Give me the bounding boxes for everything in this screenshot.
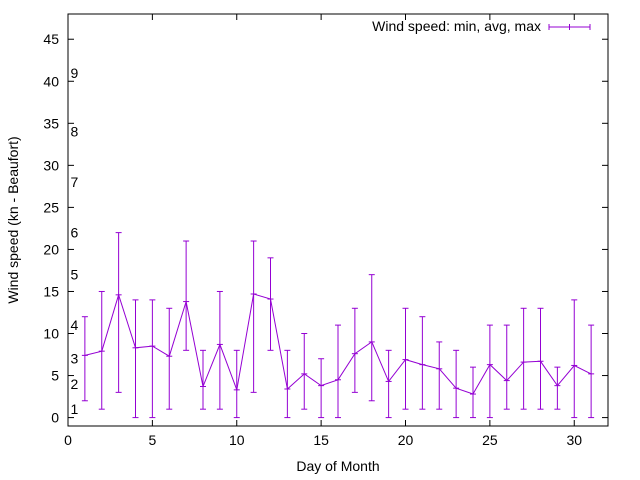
data-point — [200, 349, 206, 410]
data-point — [81, 316, 88, 402]
beaufort-label: 4 — [70, 317, 78, 333]
data-point — [419, 316, 426, 410]
data-point — [132, 299, 139, 419]
legend-label: Wind speed: min, avg, max — [372, 18, 541, 34]
y-axis-label: Wind speed (kn - Beaufort) — [5, 136, 21, 303]
y-tick-label: 0 — [51, 410, 59, 426]
x-tick-label: 5 — [148, 432, 156, 448]
y-tick-label: 10 — [43, 326, 59, 342]
data-point — [520, 307, 527, 410]
data-point — [301, 333, 308, 410]
legend: Wind speed: min, avg, max — [372, 18, 591, 34]
y-tick-label: 5 — [51, 368, 59, 384]
annotation-layer: 1 2 3 4 5 6 7 8 9 — [70, 65, 78, 417]
data-point — [537, 307, 544, 410]
y-tick-label: 20 — [43, 241, 59, 257]
data-point — [486, 324, 493, 419]
data-point — [250, 240, 257, 393]
data-point — [98, 290, 105, 410]
beaufort-label: 9 — [70, 65, 78, 81]
data-point — [368, 274, 375, 402]
data-point — [284, 349, 291, 419]
data-point — [385, 349, 392, 419]
beaufort-label: 8 — [70, 124, 78, 140]
data-point — [588, 324, 595, 419]
data-point — [233, 349, 240, 419]
beaufort-label: 5 — [70, 267, 78, 283]
y-tick-label: 45 — [43, 31, 59, 47]
data-point — [335, 324, 341, 419]
data-point — [267, 257, 274, 351]
plot-frame — [67, 13, 609, 427]
x-tick-label: 25 — [482, 432, 498, 448]
data-point — [115, 232, 122, 393]
legend-key — [548, 24, 591, 30]
y-tick-label: 35 — [43, 115, 59, 131]
y-tick-label: 30 — [43, 157, 59, 173]
data-point — [351, 307, 358, 393]
beaufort-label: 3 — [70, 351, 78, 367]
beaufort-label: 1 — [70, 401, 78, 417]
beaufort-label: 7 — [70, 174, 78, 190]
data-point — [183, 240, 190, 351]
y-tick-label: 25 — [43, 199, 59, 215]
data-point — [318, 358, 325, 419]
x-tick-label: 10 — [229, 432, 245, 448]
x-tick-label: 15 — [313, 432, 329, 448]
data-point — [436, 341, 443, 410]
data-point — [571, 299, 578, 419]
x-tick-label: 20 — [398, 432, 414, 448]
series-layer — [81, 232, 595, 419]
data-point — [503, 324, 510, 410]
y-tick-label: 15 — [43, 283, 59, 299]
data-point — [554, 366, 561, 410]
data-point — [216, 290, 223, 410]
data-point — [453, 349, 460, 419]
beaufort-label: 6 — [70, 225, 78, 241]
x-tick-label: 30 — [566, 432, 582, 448]
data-point — [149, 299, 156, 419]
y-tick-label: 40 — [43, 73, 59, 89]
data-point — [470, 366, 476, 419]
x-axis-label: Day of Month — [296, 458, 379, 474]
beaufort-label: 2 — [70, 376, 78, 392]
data-point — [166, 307, 173, 410]
data-point — [402, 307, 409, 410]
x-tick-label: 0 — [64, 432, 72, 448]
